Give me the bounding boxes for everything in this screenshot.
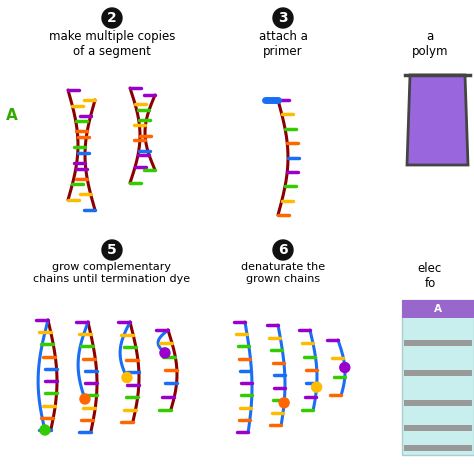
Circle shape — [279, 398, 289, 408]
Text: attach a
primer: attach a primer — [258, 30, 308, 58]
Circle shape — [311, 382, 321, 392]
Text: 6: 6 — [278, 243, 288, 257]
Bar — [404, 340, 472, 346]
Bar — [404, 445, 472, 451]
Text: make multiple copies
of a segment: make multiple copies of a segment — [49, 30, 175, 58]
Text: A: A — [434, 304, 442, 314]
Circle shape — [273, 8, 293, 28]
Bar — [402, 300, 474, 455]
Text: 5: 5 — [107, 243, 117, 257]
Bar — [402, 300, 474, 318]
Text: A: A — [6, 108, 18, 122]
Polygon shape — [407, 75, 468, 165]
Circle shape — [160, 348, 170, 358]
Text: 2: 2 — [107, 11, 117, 25]
Circle shape — [40, 425, 50, 435]
Text: elec
fo: elec fo — [418, 262, 442, 290]
Circle shape — [273, 240, 293, 260]
Bar — [404, 370, 472, 376]
Circle shape — [340, 363, 350, 373]
Text: a
polym: a polym — [412, 30, 448, 58]
Text: 3: 3 — [278, 11, 288, 25]
Bar — [404, 425, 472, 431]
Bar — [404, 400, 472, 406]
Text: grow complementary
chains until termination dye: grow complementary chains until terminat… — [34, 262, 191, 283]
Text: denaturate the
grown chains: denaturate the grown chains — [241, 262, 325, 283]
Circle shape — [80, 394, 90, 404]
Circle shape — [102, 8, 122, 28]
Circle shape — [122, 373, 132, 383]
Circle shape — [102, 240, 122, 260]
